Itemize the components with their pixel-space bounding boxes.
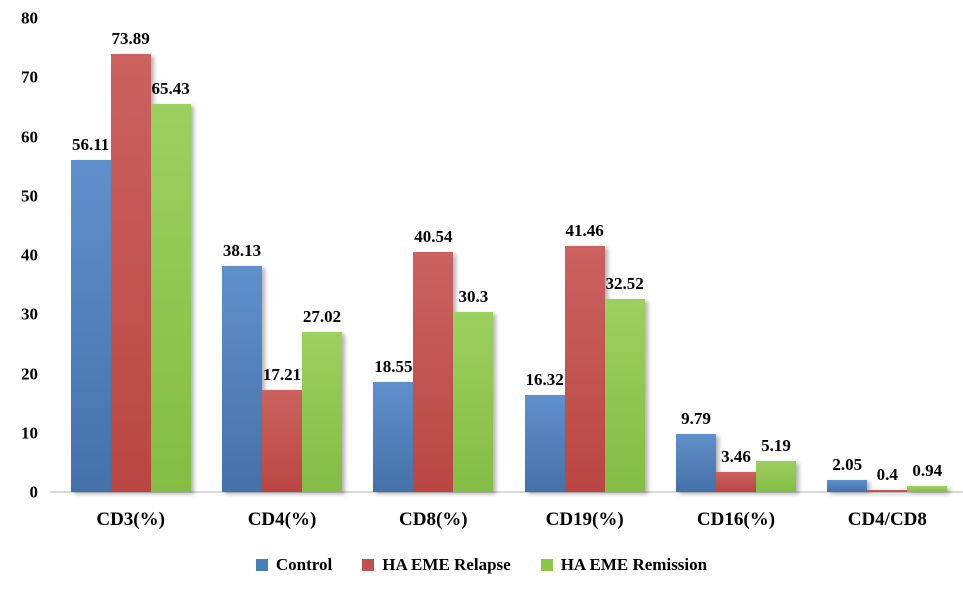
legend: Control HA EME Relapse HA EME Remission bbox=[0, 556, 963, 573]
bar-control bbox=[373, 382, 414, 492]
legend-label: HA EME Remission bbox=[560, 555, 708, 574]
bar-value-label: 9.79 bbox=[681, 409, 711, 428]
bar-value-label: 73.89 bbox=[111, 29, 150, 49]
category-label: CD3(%) bbox=[96, 509, 165, 530]
bar-value-label: 65.43 bbox=[151, 79, 190, 99]
legend-item-ha-eme-relapse: HA EME Relapse bbox=[362, 555, 511, 574]
legend-item-ha-eme-remission: HA EME Remission bbox=[540, 555, 708, 574]
bar-ha-eme-relapse bbox=[715, 471, 756, 492]
y-axis-tick-label: 60 bbox=[21, 127, 38, 146]
legend-label: HA EME Relapse bbox=[382, 555, 511, 574]
bar-group: 56.11 73.89 65.43 bbox=[55, 0, 206, 492]
legend-swatch-icon bbox=[540, 558, 553, 571]
bar-value-label: 2.05 bbox=[832, 454, 863, 474]
bar-groups: 56.11 73.89 65.43 38.13 17.21 27.02 18.55 40.54… bbox=[55, 0, 963, 492]
bar-value-label: 56.11 bbox=[72, 134, 110, 154]
category-label: CD19(%) bbox=[545, 509, 624, 530]
y-axis-tick-label: 10 bbox=[21, 423, 38, 443]
bar-value-label: 41.46 bbox=[565, 221, 604, 241]
bar-ha-eme-remission bbox=[301, 331, 342, 492]
bar-value-label: 0.4 bbox=[876, 464, 898, 484]
legend-label: Control bbox=[275, 555, 333, 574]
category-label: CD4/CD8 bbox=[847, 509, 927, 530]
category-label: CD16(%) bbox=[696, 509, 776, 530]
bar-ha-eme-relapse bbox=[261, 390, 302, 492]
bar-value-label: 27.02 bbox=[302, 306, 342, 326]
category-axis: CD3(%) CD4(%) CD8(%) CD19(%) CD16(%) CD4/CD8 bbox=[55, 498, 963, 529]
legend-swatch-icon bbox=[362, 558, 375, 571]
bar-ha-eme-remission bbox=[150, 104, 191, 492]
bar-ha-eme-relapse bbox=[110, 54, 151, 492]
y-axis-tick-label: 40 bbox=[21, 245, 38, 265]
bar-group: 2.05 0.4 0.94 bbox=[812, 0, 963, 492]
bar-ha-eme-remission bbox=[604, 299, 645, 492]
bar-value-label: 5.19 bbox=[761, 436, 791, 456]
legend-item-control: Control bbox=[255, 555, 333, 574]
y-axis-tick-label: 30 bbox=[21, 304, 38, 324]
bar-value-label: 32.52 bbox=[605, 274, 644, 294]
bar-control bbox=[221, 266, 262, 492]
legend-swatch-icon bbox=[255, 558, 268, 571]
category-label: CD4(%) bbox=[247, 509, 317, 530]
bar-ha-eme-remission bbox=[907, 486, 948, 492]
y-axis-tick-label: 70 bbox=[21, 67, 38, 87]
bar-value-label: 0.94 bbox=[912, 461, 943, 481]
bar-ha-eme-remission bbox=[453, 312, 494, 492]
bar-control bbox=[524, 395, 565, 492]
y-axis: 0 10 20 30 40 50 60 70 80 bbox=[0, 0, 38, 501]
bar-value-label: 16.32 bbox=[525, 370, 564, 390]
y-axis-tick-label: 50 bbox=[21, 186, 38, 206]
bar-ha-eme-relapse bbox=[867, 489, 908, 492]
bar-control bbox=[827, 479, 868, 492]
y-axis-tick-label: 80 bbox=[21, 8, 38, 28]
x-axis-line bbox=[50, 491, 963, 493]
bar-value-label: 30.3 bbox=[458, 287, 489, 307]
bar-value-label: 40.54 bbox=[414, 226, 453, 246]
plot-area: 56.11 73.89 65.43 38.13 17.21 27.02 18.55 40.54… bbox=[50, 0, 963, 493]
bar-value-label: 18.55 bbox=[374, 357, 413, 377]
bar-ha-eme-remission bbox=[755, 461, 796, 492]
bar-group: 16.32 41.46 32.52 bbox=[509, 0, 660, 492]
bar-group: 38.13 17.21 27.02 bbox=[206, 0, 357, 492]
category-label: CD8(%) bbox=[399, 509, 468, 530]
bar-ha-eme-relapse bbox=[413, 251, 454, 492]
bar-value-label: 38.13 bbox=[222, 241, 262, 261]
bar-group: 9.79 3.46 5.19 bbox=[660, 0, 811, 492]
bar-control bbox=[70, 159, 111, 492]
y-axis-tick-label: 20 bbox=[21, 364, 38, 383]
bar-group: 18.55 40.54 30.3 bbox=[358, 0, 509, 492]
bar-value-label: 17.21 bbox=[262, 365, 302, 385]
bar-value-label: 3.46 bbox=[721, 446, 751, 466]
y-axis-tick-label: 0 bbox=[29, 482, 39, 502]
bar-control bbox=[675, 434, 716, 492]
bar-ha-eme-relapse bbox=[564, 246, 605, 492]
